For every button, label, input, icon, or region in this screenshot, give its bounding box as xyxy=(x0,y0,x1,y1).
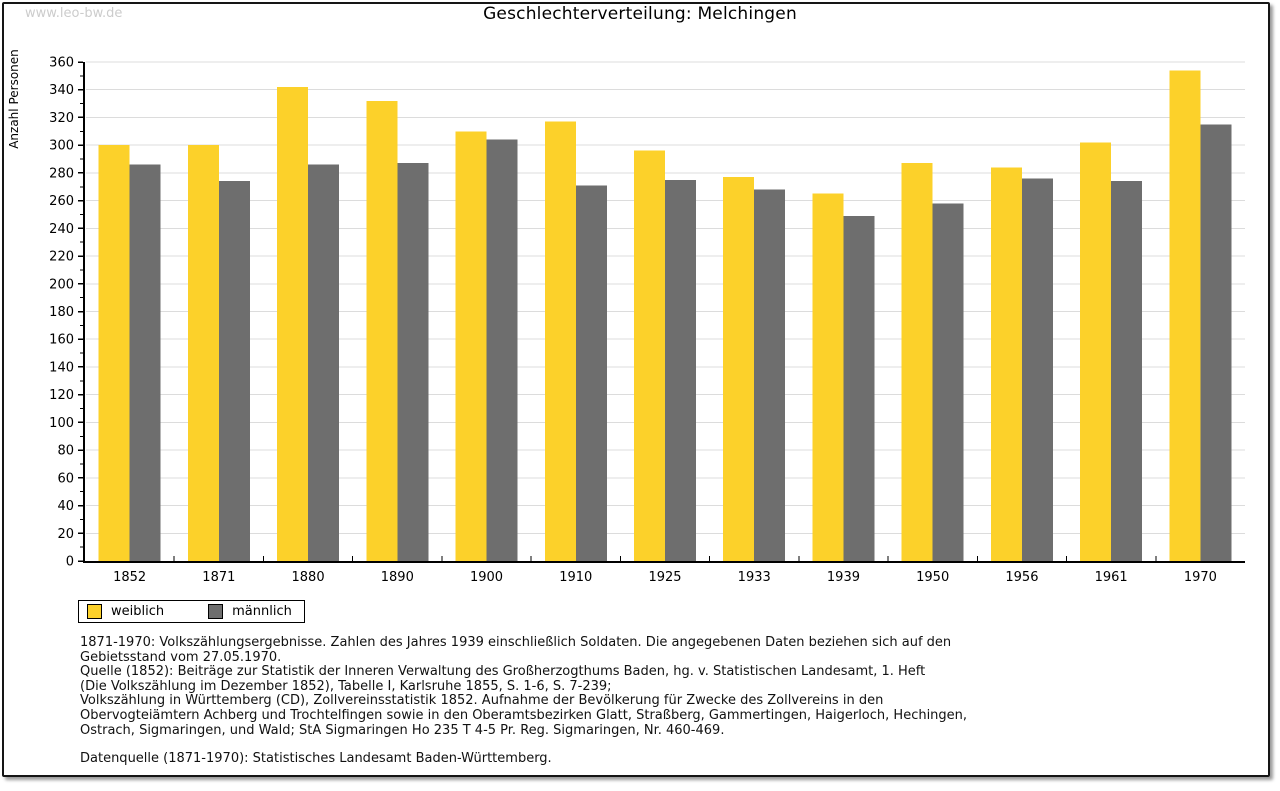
x-label-1961: 1961 xyxy=(1095,570,1128,585)
chart-title: Geschlechterverteilung: Melchingen xyxy=(483,4,797,24)
bar-weiblich-1900 xyxy=(455,131,487,562)
x-label-1852: 1852 xyxy=(113,570,146,585)
bar-männlich-1880 xyxy=(308,164,340,562)
weiblich-color-swatch xyxy=(87,604,102,619)
footnote-line: 1871-1970: Volkszählungsergebnisse. Zahl… xyxy=(80,635,952,650)
y-tick-label-280: 280 xyxy=(49,166,74,181)
x-label-1880: 1880 xyxy=(292,570,325,585)
footnote-line: Gebietsstand vom 27.05.1970. xyxy=(80,649,282,665)
bar-weiblich-1970 xyxy=(1169,70,1201,562)
x-label-1871: 1871 xyxy=(202,570,235,585)
footnote-line: Volkszählung in Württemberg (CD), Zollve… xyxy=(80,693,884,709)
bar-männlich-1956 xyxy=(1021,178,1053,561)
bar-männlich-1970 xyxy=(1200,124,1232,561)
bar-männlich-1871 xyxy=(218,181,250,561)
x-label-1890: 1890 xyxy=(381,570,414,585)
y-tick-label-40: 40 xyxy=(57,499,74,514)
bar-männlich-1852 xyxy=(129,164,161,562)
legend-item-maennlich: männlich xyxy=(208,604,292,619)
maennlich-color-swatch xyxy=(208,604,224,619)
y-tick-label-180: 180 xyxy=(49,305,74,320)
x-label-1970: 1970 xyxy=(1184,570,1217,585)
y-tick-label-160: 160 xyxy=(49,333,74,348)
bar-männlich-1890 xyxy=(397,163,429,562)
bar-weiblich-1961 xyxy=(1080,142,1112,561)
footnote-line: Ostrach, Sigmaringen, und Wald; StA Sigm… xyxy=(80,722,725,738)
footnote-line: (Die Volkszählung im Dezember 1852), Tab… xyxy=(80,678,612,694)
y-tick-label-340: 340 xyxy=(49,83,74,98)
x-label-1910: 1910 xyxy=(559,570,592,585)
bar-weiblich-1910 xyxy=(544,121,576,561)
footnotes: 1871-1970: Volkszählungsergebnisse. Zahl… xyxy=(80,635,1220,767)
legend-item-weiblich: weiblich xyxy=(87,604,164,619)
bar-männlich-1900 xyxy=(486,139,518,561)
watermark: www.leo-bw.de xyxy=(25,6,123,21)
bar-männlich-1933 xyxy=(754,189,786,561)
bar-chart-canvas: 0 20 40 60 80 100 120 140 160 180 200 220 240 260 280 3… xyxy=(49,56,1245,585)
bar-weiblich-1956 xyxy=(990,167,1022,561)
y-tick-label-320: 320 xyxy=(49,111,74,126)
bar-männlich-1939 xyxy=(843,215,875,561)
y-tick-label-220: 220 xyxy=(49,250,74,265)
bar-weiblich-1880 xyxy=(277,86,309,561)
x-label-1925: 1925 xyxy=(648,570,681,585)
y-tick-label-100: 100 xyxy=(49,416,74,431)
legend-label-weiblich: weiblich xyxy=(111,604,165,619)
y-tick-label-360: 360 xyxy=(49,56,74,71)
y-tick-label-300: 300 xyxy=(49,139,74,154)
x-label-1933: 1933 xyxy=(738,570,771,585)
y-tick-label-140: 140 xyxy=(49,360,74,375)
y-tick-label-60: 60 xyxy=(57,471,74,486)
y-tick-label-120: 120 xyxy=(49,388,74,403)
bar-weiblich-1852 xyxy=(98,145,130,561)
footnote-line: Quelle (1852): Beiträge zur Statistik de… xyxy=(80,664,926,680)
bar-weiblich-1933 xyxy=(723,177,755,561)
legend: weiblich männlich xyxy=(78,600,305,623)
bar-weiblich-1925 xyxy=(634,150,665,561)
x-label-1956: 1956 xyxy=(1005,570,1038,585)
x-label-1900: 1900 xyxy=(470,570,503,585)
bar-weiblich-1939 xyxy=(812,193,844,562)
y-tick-label-200: 200 xyxy=(49,277,74,292)
bar-männlich-1961 xyxy=(1111,181,1143,561)
bar-weiblich-1890 xyxy=(366,100,398,562)
bar-männlich-1925 xyxy=(665,179,696,561)
footnote-line: Obervogteiämtern Achberg und Trochtelfin… xyxy=(80,707,968,723)
bar-weiblich-1871 xyxy=(187,145,219,561)
y-tick-label-260: 260 xyxy=(49,194,74,209)
x-label-1939: 1939 xyxy=(827,570,860,585)
y-tick-label-0: 0 xyxy=(66,555,74,570)
bar-männlich-1910 xyxy=(575,185,607,561)
y-axis-label: Anzahl Personen xyxy=(7,49,21,149)
data-source-line: Datenquelle (1871-1970): Statistisches L… xyxy=(80,751,552,767)
y-tick-label-20: 20 xyxy=(57,527,74,542)
x-label-1950: 1950 xyxy=(916,570,949,585)
bar-weiblich-1950 xyxy=(901,163,933,562)
legend-label-maennlich: männlich xyxy=(232,604,292,619)
y-tick-label-240: 240 xyxy=(49,222,74,237)
bar-männlich-1950 xyxy=(932,203,964,561)
y-tick-label-80: 80 xyxy=(57,444,74,459)
